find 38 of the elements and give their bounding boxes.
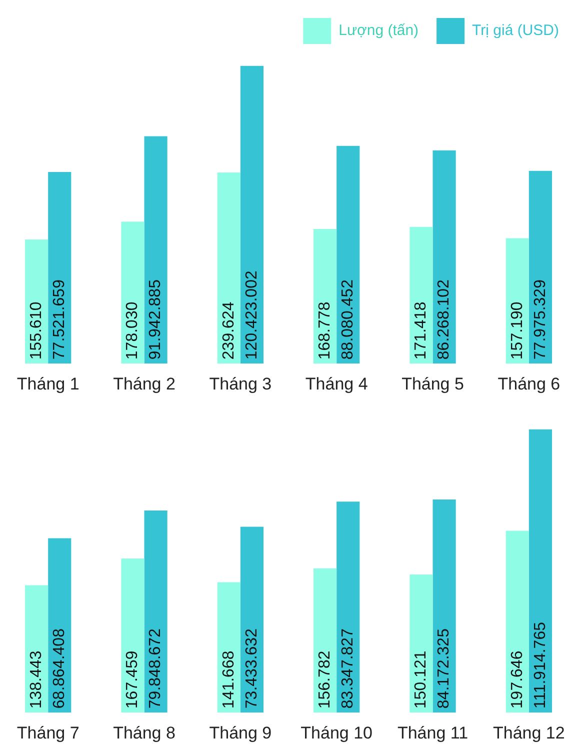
data-label: 88.080.452	[340, 279, 357, 360]
data-label: 83.347.827	[340, 628, 357, 709]
x-tick-label: Tháng 5	[402, 374, 464, 394]
data-label: 197.646	[508, 650, 526, 709]
legend-label: Trị giá (USD)	[472, 22, 560, 40]
data-label: 77.975.329	[532, 279, 549, 360]
data-label: 157.190	[508, 302, 526, 360]
data-label: 120.423.002	[243, 270, 260, 360]
data-label: 239.624	[220, 302, 238, 360]
data-label: 141.668	[220, 650, 238, 709]
data-label: 73.433.632	[243, 628, 260, 709]
data-label: 84.172.325	[436, 628, 453, 709]
data-label: 79.848.672	[147, 628, 164, 709]
x-tick-label: Tháng 1	[16, 374, 80, 394]
data-label: 77.521.659	[51, 279, 68, 360]
data-label: 150.121	[412, 650, 430, 709]
data-label: 167.459	[124, 650, 142, 709]
x-tick-label: Tháng 9	[209, 723, 272, 742]
data-label: 156.782	[316, 650, 334, 709]
data-label: 68.864.408	[51, 628, 68, 709]
x-tick-label: Tháng 8	[113, 723, 176, 742]
data-label: 171.418	[412, 302, 430, 360]
x-tick-label: Tháng 7	[16, 723, 80, 742]
x-tick-label: Tháng 11	[397, 723, 468, 742]
data-label: 168.778	[316, 302, 334, 360]
x-tick-label: Tháng 3	[209, 374, 272, 394]
data-label: 178.030	[124, 302, 142, 360]
data-label: 91.942.885	[147, 279, 164, 360]
data-label: 138.443	[28, 650, 45, 709]
data-label: 155.610	[28, 302, 45, 360]
x-tick-label: Tháng 12	[492, 723, 565, 742]
data-label: 86.268.102	[436, 279, 453, 360]
x-tick-label: Tháng 4	[305, 374, 368, 394]
x-tick-label: Tháng 10	[300, 723, 373, 742]
x-tick-label: Tháng 2	[113, 374, 176, 394]
legend-label: Lượng (tấn)	[338, 22, 419, 40]
data-label: 111.914.765	[532, 622, 549, 709]
x-tick-label: Tháng 6	[498, 374, 560, 394]
